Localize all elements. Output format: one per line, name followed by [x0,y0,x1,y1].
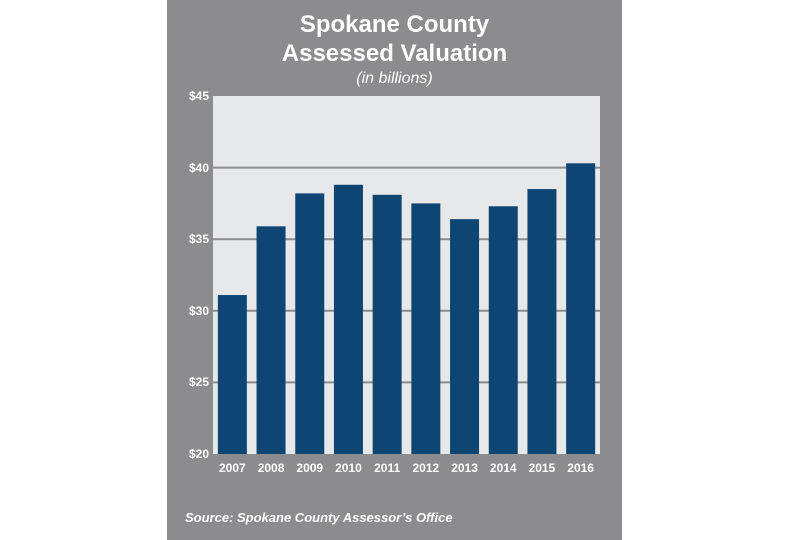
x-tick-label: 2009 [296,461,324,475]
bar-2008 [256,226,286,454]
bar-2014 [488,206,518,454]
x-tick-label: 2015 [528,461,556,475]
y-tick-label: $20 [188,447,209,461]
x-tick-label: 2013 [451,461,478,475]
x-tick-label: 2011 [374,461,401,475]
x-tick-label: 2016 [567,461,594,475]
x-tick-label: 2012 [412,461,440,475]
chart-subtitle: (in billions) [356,70,433,87]
bar-2012 [411,203,441,454]
source-note: Source: Spokane County Assessor’s Office [185,510,453,525]
x-tick-label: 2008 [257,461,285,475]
y-tick-label: $40 [188,160,209,175]
bar-2013 [450,219,480,454]
bar-2016 [566,163,596,454]
chart-title-line-1: Spokane County [299,11,490,38]
bar-2009 [295,193,325,454]
y-tick-label: $30 [188,303,209,318]
bar-2011 [372,194,402,455]
x-tick-label: 2010 [335,461,362,475]
y-tick-label: $35 [188,232,209,247]
bar-2015 [527,189,557,454]
x-tick-label: 2014 [489,461,517,475]
bar-chart [213,163,600,455]
bar-2010 [333,184,363,454]
chart-panel: Spokane County Assessed Valuation (in bi… [167,0,622,540]
y-tick-label: $45 [188,89,209,103]
bar-2007 [217,295,247,454]
y-tick-label: $25 [188,375,209,390]
chart-title-line-2: Assessed Valuation [281,40,508,67]
x-tick-label: 2007 [218,461,246,475]
